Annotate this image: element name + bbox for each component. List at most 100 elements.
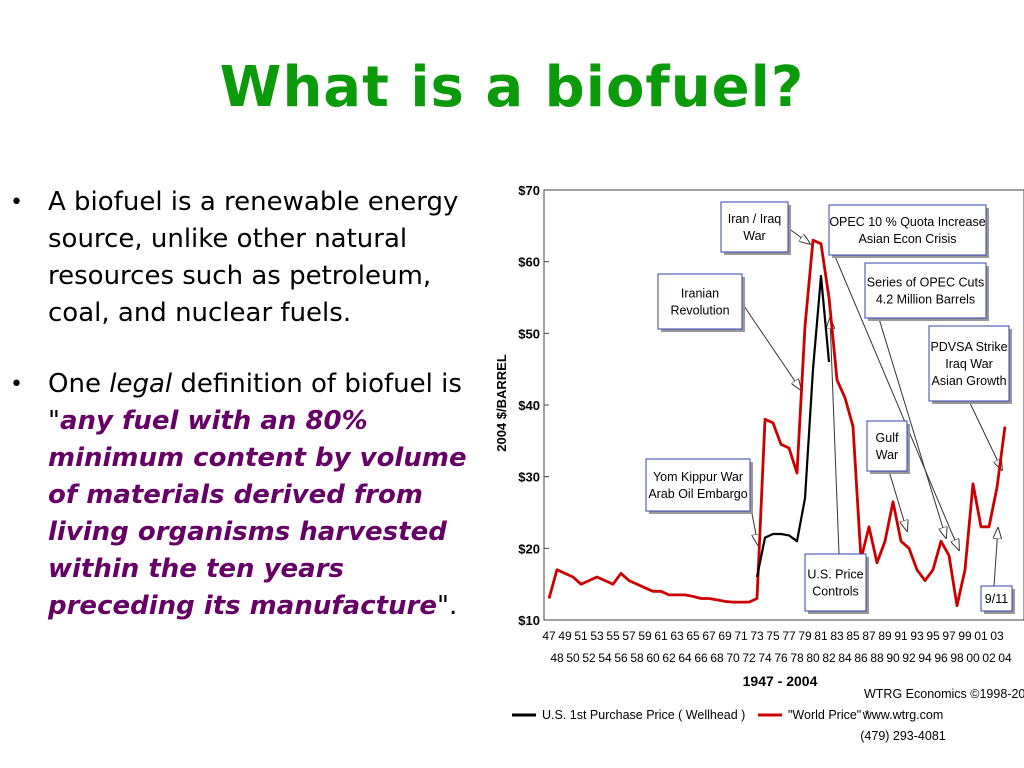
bullet-dot-icon: •: [10, 372, 23, 397]
annotation-callout: Iran / Iraq War: [720, 201, 791, 255]
x-tick-label: 53: [590, 629, 604, 643]
x-tick-label: 85: [846, 629, 860, 643]
bullet-item: • A biofuel is a renewable energy source…: [10, 184, 492, 332]
x-tick-label: 79: [798, 629, 812, 643]
annotation-arrow: [968, 400, 1002, 470]
slide-title: What is a biofuel?: [219, 55, 805, 120]
x-tick-label: 00: [966, 651, 980, 665]
annotation-arrow: [833, 253, 959, 550]
annotation-text: Controls: [812, 585, 859, 599]
legal-emphasis: legal: [109, 369, 173, 399]
bullet-dot-icon: •: [10, 190, 23, 215]
annotation-callout: Yom Kippur War Arab Oil Embargo: [645, 458, 753, 514]
x-tick-label: 92: [902, 651, 916, 665]
x-tick-label: 78: [790, 651, 804, 665]
annotation-box: [828, 204, 987, 256]
x-tick-label: 51: [574, 629, 588, 643]
x-tick-label: 49: [558, 629, 572, 643]
annotation-text: 4.2 Million Barrels: [876, 293, 975, 307]
annotation-text: Asian Econ Crisis: [859, 232, 957, 246]
annotation-text: Asian Growth: [931, 374, 1006, 388]
x-tick-label: 59: [638, 629, 652, 643]
x-tick-label: 86: [854, 651, 868, 665]
annotation-box: [645, 458, 751, 512]
x-tick-label: 71: [734, 629, 748, 643]
y-tick-label: $10: [518, 613, 540, 628]
x-tick-label: 89: [878, 629, 892, 643]
annotation-box: [866, 420, 908, 472]
legend-label: "World Price" *: [788, 708, 870, 722]
us-price-line: [755, 274, 831, 578]
bullet-list: • A biofuel is a renewable energy source…: [10, 184, 492, 744]
annotation-callout: OPEC 10 % Quota Increase Asian Econ Crisi…: [828, 204, 989, 258]
x-tick-label: 91: [894, 629, 908, 643]
annotation-text: Arab Oil Embargo: [648, 487, 747, 501]
annotation-arrow: [830, 318, 840, 555]
bullet-text: A biofuel is a renewable energy source, …: [48, 187, 459, 328]
annotations: Iran / Iraq War OPEC 10 % Quota Increase As…: [645, 201, 1015, 614]
annotation-callout: 9/11: [980, 585, 1015, 614]
annotation-text: Series of OPEC Cuts: [867, 276, 984, 290]
x-tick-label: 77: [782, 629, 796, 643]
x-tick-label: 72: [742, 651, 756, 665]
x-tick-label: 73: [750, 629, 764, 643]
annotation-callout: Gulf War: [866, 420, 910, 474]
annotation-text: Gulf: [876, 431, 899, 445]
annotation-arrows: [741, 227, 1002, 587]
x-tick-label: 65: [686, 629, 700, 643]
annotation-arrow: [888, 470, 907, 531]
x-tick-label: 80: [806, 651, 820, 665]
credits: WTRG Economics ©1998-2005 www.wtrg.com (47…: [860, 687, 1024, 743]
credit-text: (479) 293-4081: [860, 729, 946, 743]
annotation-arrow: [868, 285, 946, 538]
x-tick-label: 58: [630, 651, 644, 665]
annotation-text: Yom Kippur War: [653, 470, 743, 484]
bullet-text-mid: definition of biofuel is ": [48, 369, 462, 436]
x-tick-label: 93: [910, 629, 924, 643]
x-tick-label: 69: [718, 629, 732, 643]
x-tick-label: 70: [726, 651, 740, 665]
x-tick-label: 01: [974, 629, 988, 643]
x-tick-label: 62: [662, 651, 676, 665]
y-tick-label: $70: [518, 183, 540, 198]
x-tick-label: 57: [622, 629, 636, 643]
x-axis-label: 1947 - 2004: [743, 673, 818, 689]
y-axis-label: 2004 $/BARREL: [494, 354, 509, 452]
x-axis: 47 49 51 53 55 57 59 61 63 65 67 69 71 73 75 77 79 81 83 85…: [542, 629, 1012, 665]
x-tick-label: 81: [814, 629, 828, 643]
x-tick-label: 48: [550, 651, 564, 665]
x-tick-label: 60: [646, 651, 660, 665]
x-tick-label: 82: [822, 651, 836, 665]
annotation-text: Iraq War: [945, 357, 992, 371]
annotation-callout: Series of OPEC Cuts 4.2 Million Barrels: [864, 262, 989, 321]
annotation-text: War: [743, 229, 765, 243]
x-tick-label: 64: [678, 651, 692, 665]
x-tick-label: 96: [934, 651, 948, 665]
x-tick-label: 88: [870, 651, 884, 665]
annotation-box: [980, 585, 1013, 612]
credit-text: www.wtrg.com: [862, 708, 944, 722]
y-axis: $10 $20 $30 $40 $50 $60 $70: [518, 183, 549, 628]
x-tick-label: 95: [926, 629, 940, 643]
y-tick-label: $30: [518, 470, 540, 485]
x-tick-label: 97: [942, 629, 956, 643]
x-tick-label: 94: [918, 651, 932, 665]
x-tick-label: 61: [654, 629, 668, 643]
x-tick-label: 02: [982, 651, 996, 665]
x-tick-label: 04: [998, 651, 1012, 665]
x-tick-label: 47: [542, 629, 556, 643]
y-tick-label: $40: [518, 398, 540, 413]
annotation-text: Revolution: [670, 304, 729, 318]
series-lines: [547, 238, 1007, 608]
annotation-callout: U.S. Price Controls: [804, 553, 869, 614]
annotation-box: [720, 201, 789, 253]
annotation-text: OPEC 10 % Quota Increase: [829, 215, 985, 229]
annotation-text: Iranian: [681, 287, 719, 301]
x-tick-label: 99: [958, 629, 972, 643]
annotation-text: Iran / Iraq: [728, 212, 782, 226]
y-tick-label: $20: [518, 541, 540, 556]
annotation-arrow: [741, 302, 801, 390]
x-tick-label: 76: [774, 651, 788, 665]
annotation-text: War: [876, 448, 898, 462]
x-tick-label: 55: [606, 629, 620, 643]
